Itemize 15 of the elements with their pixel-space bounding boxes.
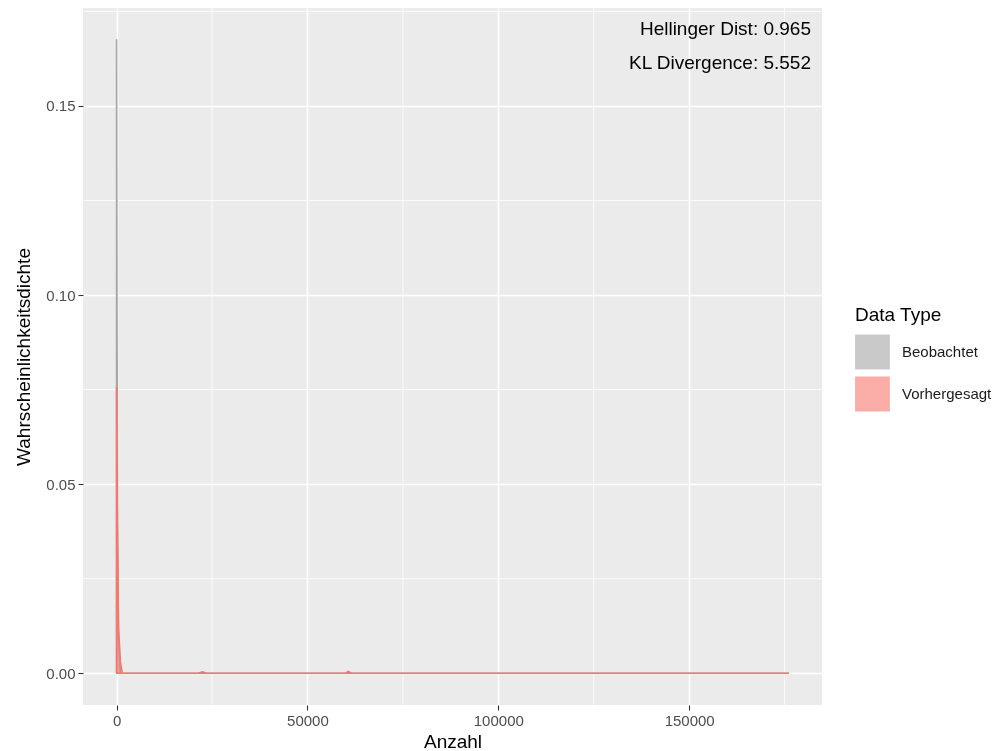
x-tick-label: 150000 xyxy=(664,711,715,729)
y-tick-label: 0.10 xyxy=(46,286,76,304)
legend-label: Beobachtet xyxy=(902,343,979,360)
x-tick-label: 0 xyxy=(112,711,122,729)
y-tick-label: 0.15 xyxy=(46,97,76,115)
legend-label: Vorhergesagt xyxy=(902,385,993,402)
x-axis-title: Anzahl xyxy=(423,730,483,751)
y-tick-label: 0.05 xyxy=(46,475,76,493)
x-tick-label: 100000 xyxy=(473,711,524,729)
y-axis-title: Wahrscheinlichkeitsdichte xyxy=(13,248,35,466)
annotation: KL Divergence: 5.552 xyxy=(628,52,811,73)
x-tick-label: 50000 xyxy=(287,711,329,729)
annotation: Hellinger Dist: 0.965 xyxy=(639,18,811,39)
y-tick-label: 0.00 xyxy=(46,664,76,682)
legend-title: Data Type xyxy=(855,303,942,325)
